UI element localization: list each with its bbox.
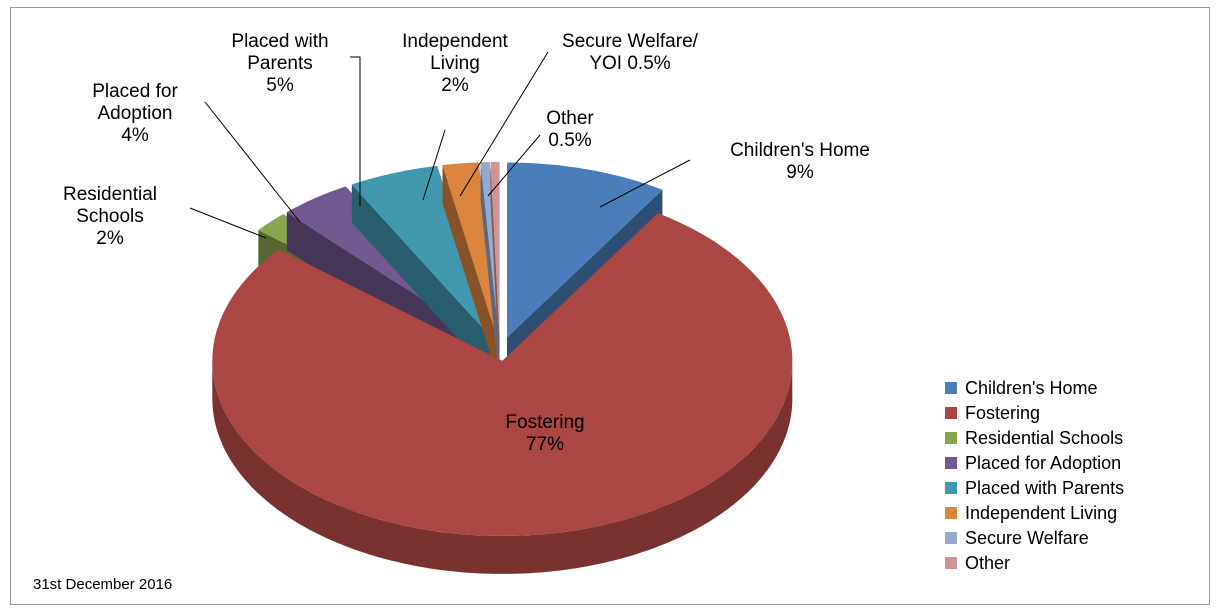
legend-swatch — [945, 557, 957, 569]
legend-label: Independent Living — [965, 503, 1118, 523]
leader-line — [422, 129, 446, 201]
chart-border — [10, 7, 1210, 605]
data-label-value: 77% — [525, 434, 565, 455]
data-label-value: 5% — [266, 75, 294, 96]
data-label-value: 2% — [96, 228, 124, 249]
legend-label: Children's Home — [965, 378, 1098, 398]
slice — [507, 162, 663, 338]
data-label-value: 0.5% — [627, 53, 671, 74]
data-label: Fostering 77% — [445, 412, 645, 456]
data-label-value: 9% — [786, 162, 814, 183]
data-label-name: Placed with Parents — [231, 31, 329, 74]
data-label-name: Independent Living — [402, 31, 508, 74]
legend-swatch — [945, 482, 957, 494]
date-note: 31st December 2016 — [33, 576, 173, 593]
slice-side — [480, 162, 499, 375]
leader-line — [189, 207, 267, 239]
legend-swatch — [945, 382, 957, 394]
legend-label: Other — [965, 553, 1011, 573]
slice-wall — [212, 360, 793, 574]
legend-label: Residential Schools — [965, 428, 1124, 448]
slice — [351, 165, 492, 338]
data-label-name: Secure Welfare/ YOI — [562, 31, 698, 74]
slice — [490, 161, 500, 337]
data-label: Other 0.5% — [520, 108, 620, 152]
leader-line — [350, 56, 361, 206]
data-label: Placed with Parents 5% — [205, 31, 355, 97]
leader-line — [204, 101, 301, 223]
data-label: Placed for Adoption 4% — [60, 81, 210, 147]
slice — [480, 162, 499, 337]
legend-swatch — [945, 407, 957, 419]
data-label-value: 0.5% — [548, 130, 592, 151]
slice-side — [351, 184, 492, 376]
data-label: Secure Welfare/ YOI 0.5% — [555, 31, 705, 75]
legend-label: Placed with Parents — [965, 478, 1125, 498]
data-label-name: Children's Home — [730, 140, 870, 161]
data-label-name: Placed for Adoption — [92, 81, 178, 124]
slice — [442, 162, 497, 337]
data-label: Independent Living 2% — [380, 31, 530, 97]
data-label-value: 4% — [121, 125, 149, 146]
legend-label: Placed for Adoption — [965, 453, 1122, 473]
leader-line — [599, 159, 691, 208]
legend-swatch — [945, 532, 957, 544]
slice-side — [490, 162, 500, 375]
data-label-name: Residential Schools — [63, 184, 157, 227]
legend-swatch — [945, 457, 957, 469]
data-label-name: Fostering — [505, 412, 585, 433]
legend-label: Secure Welfare — [965, 528, 1089, 548]
leader-line — [459, 51, 549, 197]
data-label-value: 2% — [441, 75, 469, 96]
legend-swatch — [945, 507, 957, 519]
legend-swatch — [945, 432, 957, 444]
data-label: Children's Home 9% — [690, 140, 910, 184]
legend-label: Fostering — [965, 403, 1041, 423]
data-label: Residential Schools 2% — [40, 184, 180, 250]
slice-side — [442, 165, 497, 375]
data-label-name: Other — [546, 108, 594, 129]
leader-line — [487, 134, 541, 197]
slice — [212, 213, 793, 536]
